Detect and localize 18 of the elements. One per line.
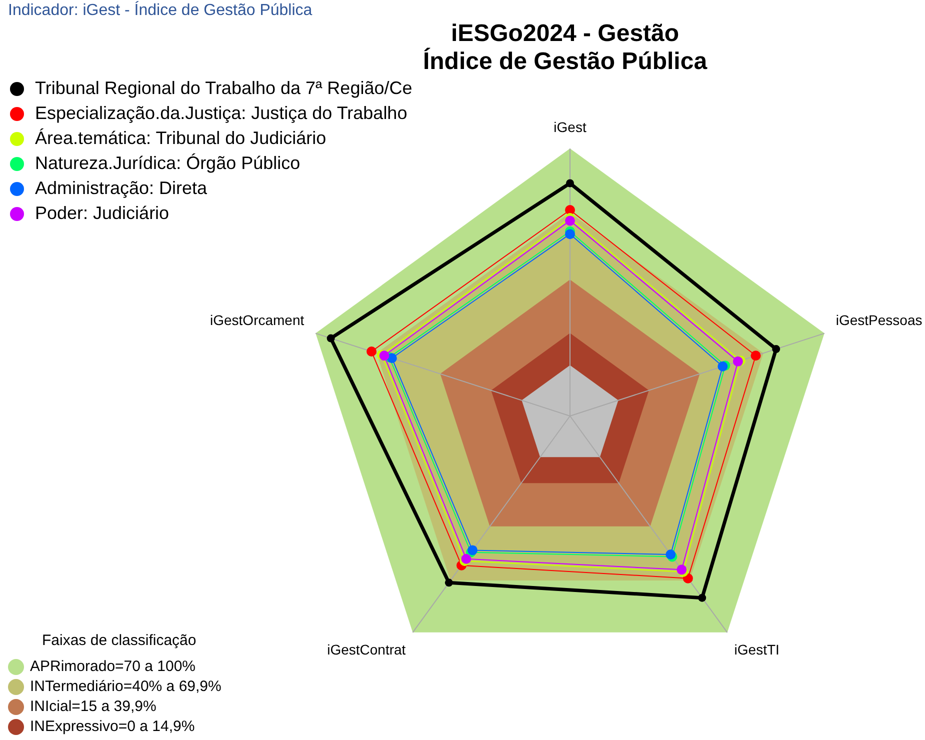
text: INTermediário=40% a 69,9% xyxy=(30,677,222,697)
legend-label: Especialização.da.Justiça: Justiça do Trabalho xyxy=(35,102,408,125)
text: Indicador: iGest - Índice de Gestão Pública xyxy=(8,2,312,20)
legend-label: Natureza.Jurídica: Órgão Público xyxy=(35,152,300,175)
spoke-label: iGest xyxy=(554,118,586,135)
chart-title: iESGo2024 - Gestão Índice de Gestão Pública xyxy=(422,20,708,76)
text: Faixas de classificação xyxy=(42,632,196,649)
spoke-label: iGestPessoas xyxy=(836,312,922,328)
text: INExpressivo=0 a 14,9% xyxy=(30,717,195,737)
spoke-label: iGestTI xyxy=(734,641,780,658)
text: INIcial=15 a 39,9% xyxy=(30,697,156,717)
legend-label: Poder: Judiciário xyxy=(35,202,170,225)
legend-label: Tribunal Regional do Trabalho da 7ª Região/Ce xyxy=(35,77,412,100)
text: APRimorado=70 a 100% xyxy=(30,657,196,677)
spoke-label: iGestOrcament xyxy=(210,312,304,328)
legend-label: Área.temática: Tribunal do Judiciário xyxy=(35,127,326,150)
legend-label: Administração: Direta xyxy=(35,177,208,200)
spoke-label: iGestContrat xyxy=(327,641,406,658)
